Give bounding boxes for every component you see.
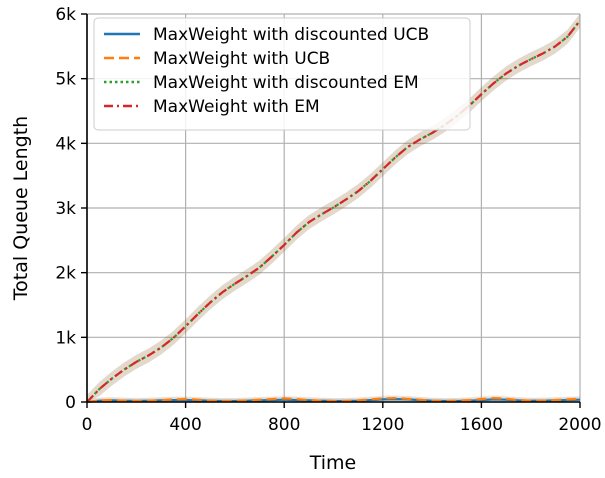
x-tick-label: 2000 [558, 415, 601, 435]
series-line [86, 397, 581, 404]
x-axis-title: Time [309, 452, 357, 474]
legend: MaxWeight with discounted UCB MaxWeight w… [93, 17, 471, 131]
y-tick-label: 0 [65, 393, 76, 413]
x-tick-label: 0 [82, 415, 93, 435]
legend-label: MaxWeight with UCB [153, 49, 330, 69]
y-tick-label: 6k [55, 5, 76, 25]
y-tick-label: 5k [55, 70, 76, 90]
series-lines [86, 19, 581, 404]
y-tick-label: 1k [55, 328, 76, 348]
legend-label: MaxWeight with discounted EM [153, 73, 419, 93]
legend-label: MaxWeight with discounted UCB [153, 25, 429, 45]
series-line [86, 19, 581, 403]
y-tick-label: 4k [55, 134, 76, 154]
x-axis-ticks: 0 400 800 1200 1600 2000 [82, 402, 602, 435]
x-tick-label: 400 [169, 415, 201, 435]
legend-label: MaxWeight with EM [153, 97, 320, 117]
series-line [86, 19, 581, 403]
y-axis-ticks: 0 1k 2k 3k 4k 5k 6k [55, 5, 87, 413]
x-tick-label: 1200 [361, 415, 404, 435]
x-tick-label: 800 [268, 415, 300, 435]
legend-box [93, 17, 471, 131]
y-axis-title: Total Queue Length [10, 116, 32, 301]
x-tick-label: 1600 [460, 415, 503, 435]
y-tick-label: 3k [55, 199, 76, 219]
y-tick-label: 2k [55, 264, 76, 284]
